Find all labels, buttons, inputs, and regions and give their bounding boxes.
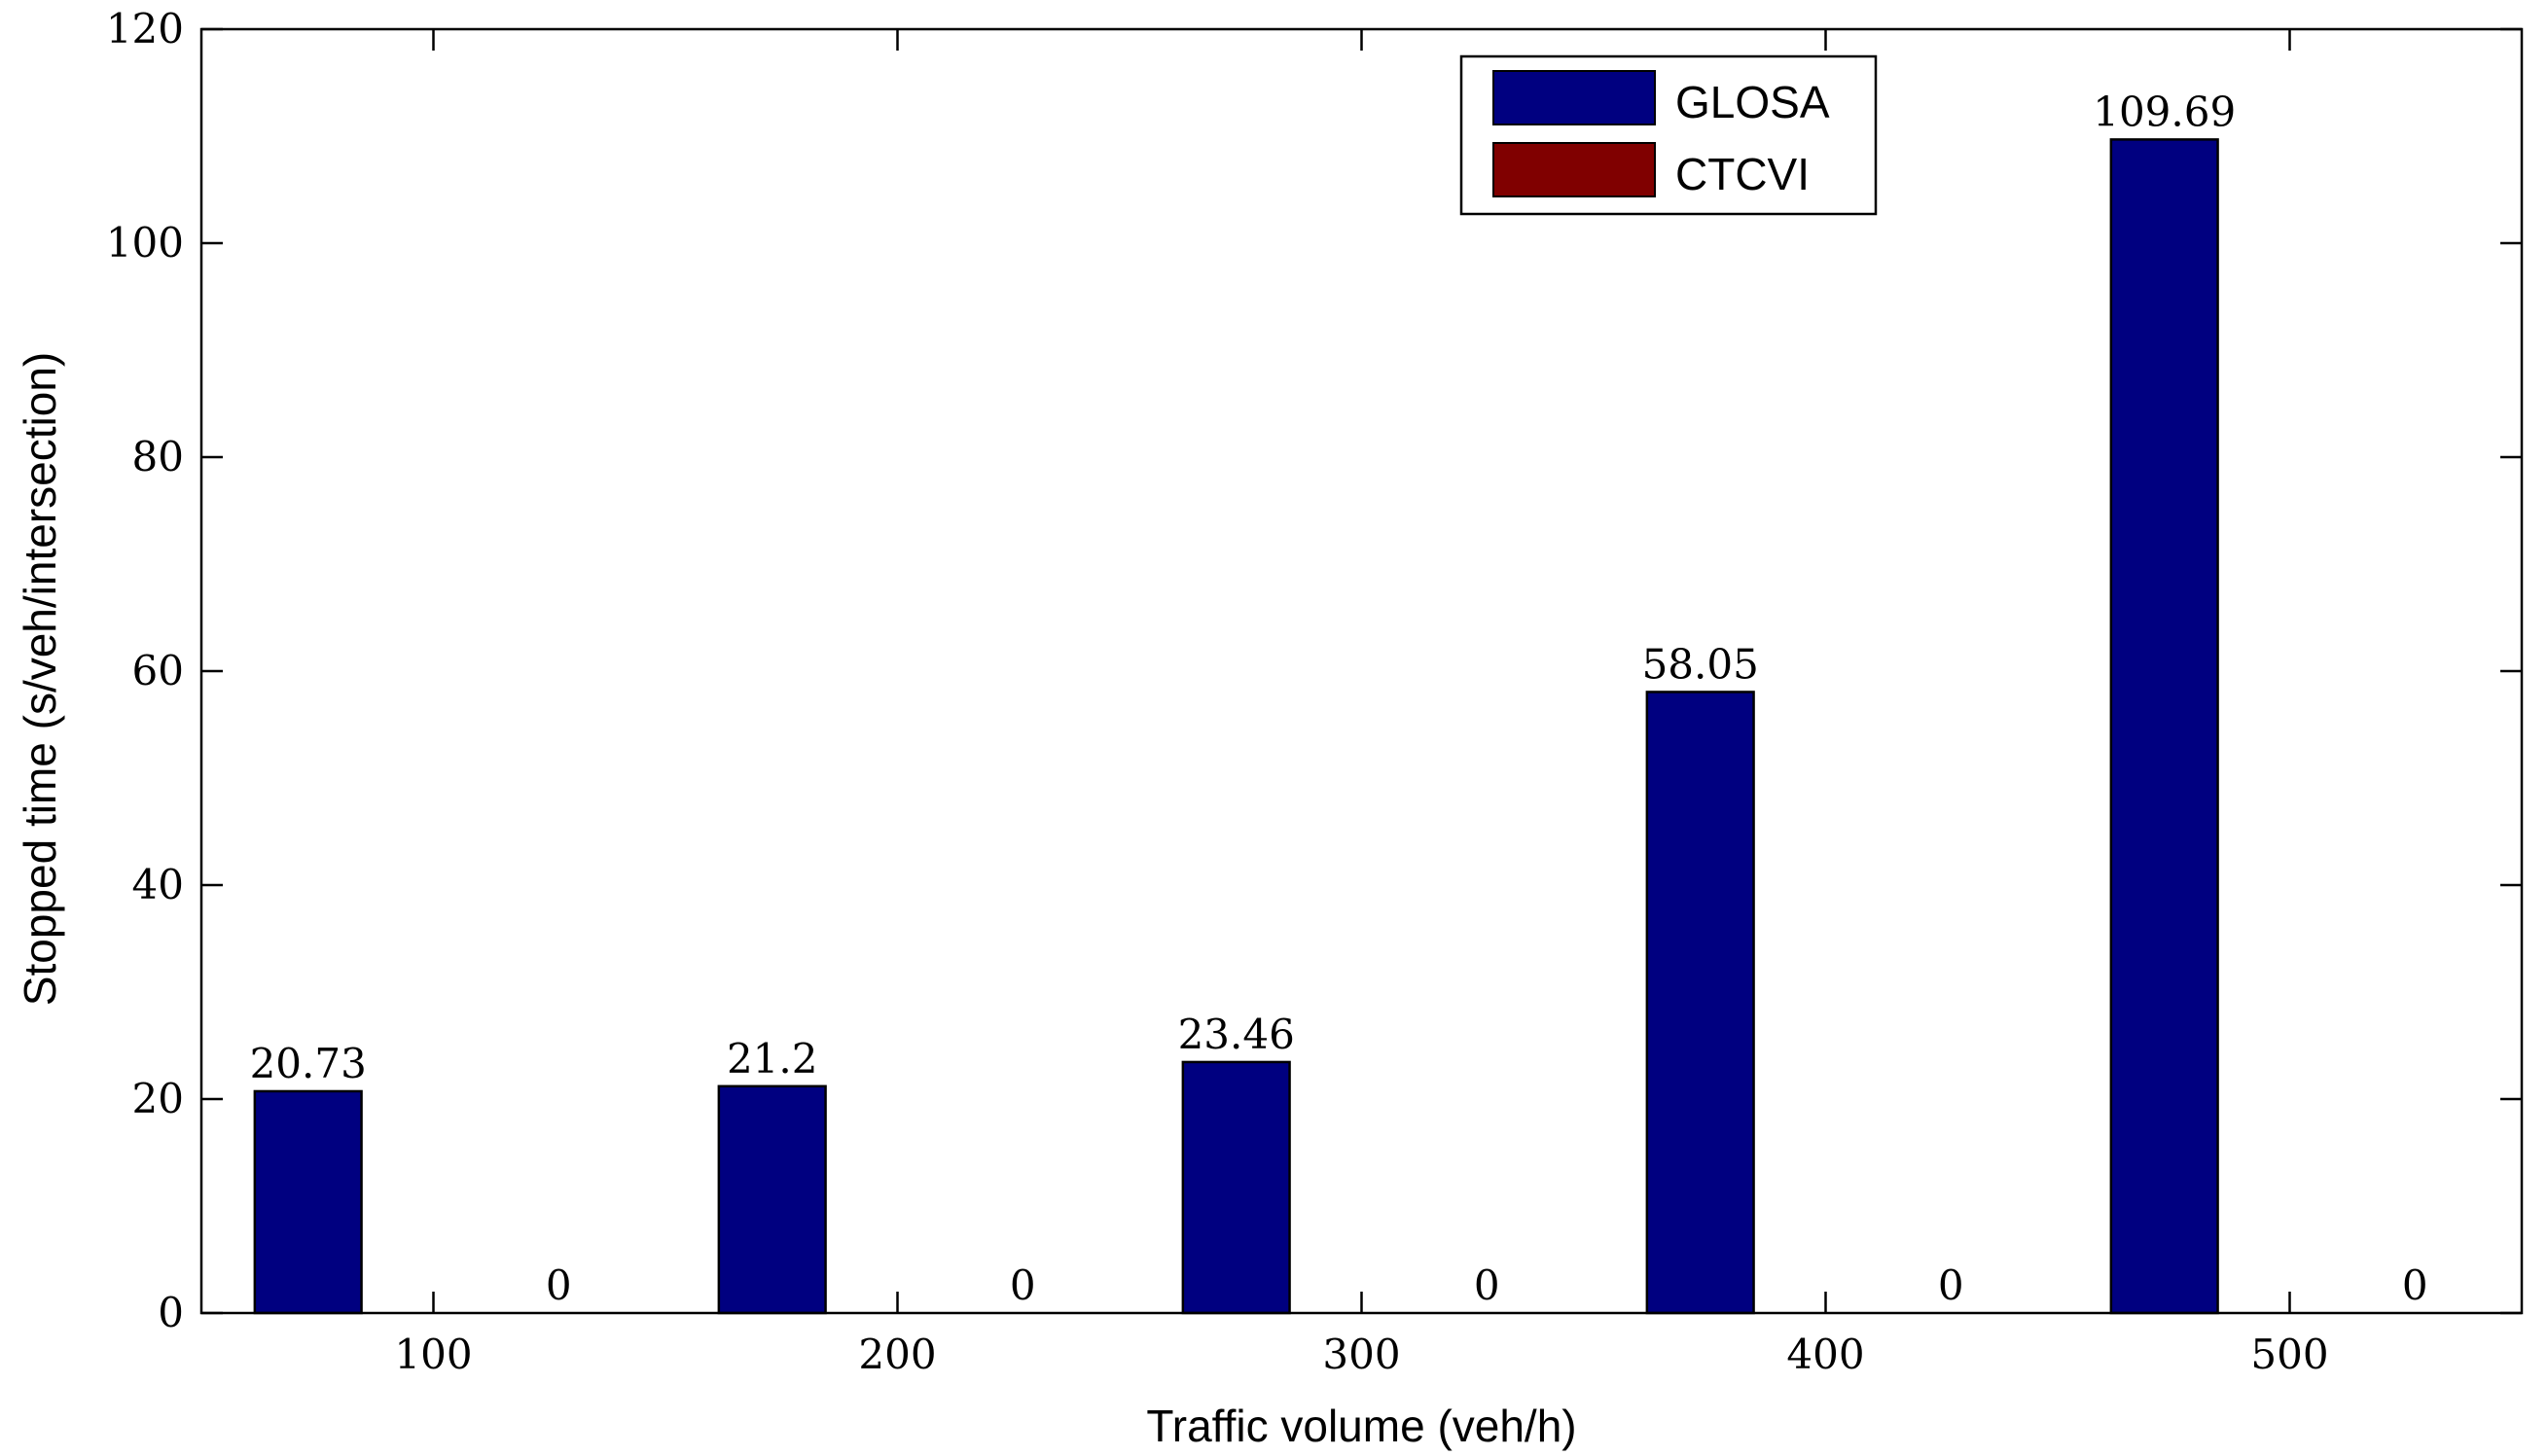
bar-glosa-300: [1181, 1060, 1291, 1315]
data-label-glosa-200: 21.2: [727, 1035, 818, 1083]
x-tick-label-100: 100: [394, 1331, 472, 1378]
data-label-ctcvi-400: 0: [1938, 1261, 1964, 1309]
data-label-ctcvi-200: 0: [1010, 1261, 1036, 1309]
y-axis-title: Stopped time (s/veh/intersection): [15, 352, 65, 1006]
data-label-glosa-400: 58.05: [1642, 640, 1759, 688]
y-tick-label-80: 80: [132, 433, 184, 480]
x-tick-label-500: 500: [2250, 1331, 2328, 1378]
data-label-ctcvi-300: 0: [1474, 1261, 1500, 1309]
bar-glosa-400: [1645, 691, 1755, 1315]
data-label-glosa-100: 20.73: [250, 1040, 367, 1087]
y-tick-label-40: 40: [132, 861, 184, 908]
y-tick-label-60: 60: [132, 647, 184, 694]
bar-glosa-200: [717, 1084, 827, 1315]
legend-label-glosa: GLOSA: [1675, 77, 1830, 127]
legend-swatch-glosa: [1492, 70, 1656, 125]
y-tick-label-120: 120: [106, 5, 184, 53]
data-label-glosa-500: 109.69: [2093, 88, 2236, 135]
y-tick-label-100: 100: [106, 219, 184, 266]
legend: GLOSA CTCVI: [1459, 54, 1878, 216]
data-label-ctcvi-500: 0: [2402, 1261, 2428, 1309]
bar-glosa-500: [2109, 138, 2219, 1315]
legend-swatch-ctcvi: [1492, 142, 1656, 197]
y-tick-label-0: 0: [158, 1289, 184, 1336]
x-axis-title: Traffic volume (veh/h): [1146, 1401, 1576, 1451]
data-label-ctcvi-100: 0: [546, 1261, 572, 1309]
labels-layer: 20.73 0 21.2 0 23.46 0 58.05 0 109.69 0: [250, 88, 2428, 1309]
x-tick-label-200: 200: [858, 1331, 936, 1378]
bar-glosa-100: [253, 1089, 363, 1315]
axes-layer: 0 20 40 60 80 100 120 100 200 300 400 500: [106, 5, 2524, 1378]
legend-label-ctcvi: CTCVI: [1675, 149, 1810, 199]
y-tick-label-20: 20: [132, 1075, 184, 1122]
bars-layer: [253, 138, 2219, 1315]
x-tick-label-400: 400: [1786, 1331, 1864, 1378]
data-label-glosa-300: 23.46: [1178, 1011, 1295, 1058]
x-tick-label-300: 300: [1322, 1331, 1400, 1378]
